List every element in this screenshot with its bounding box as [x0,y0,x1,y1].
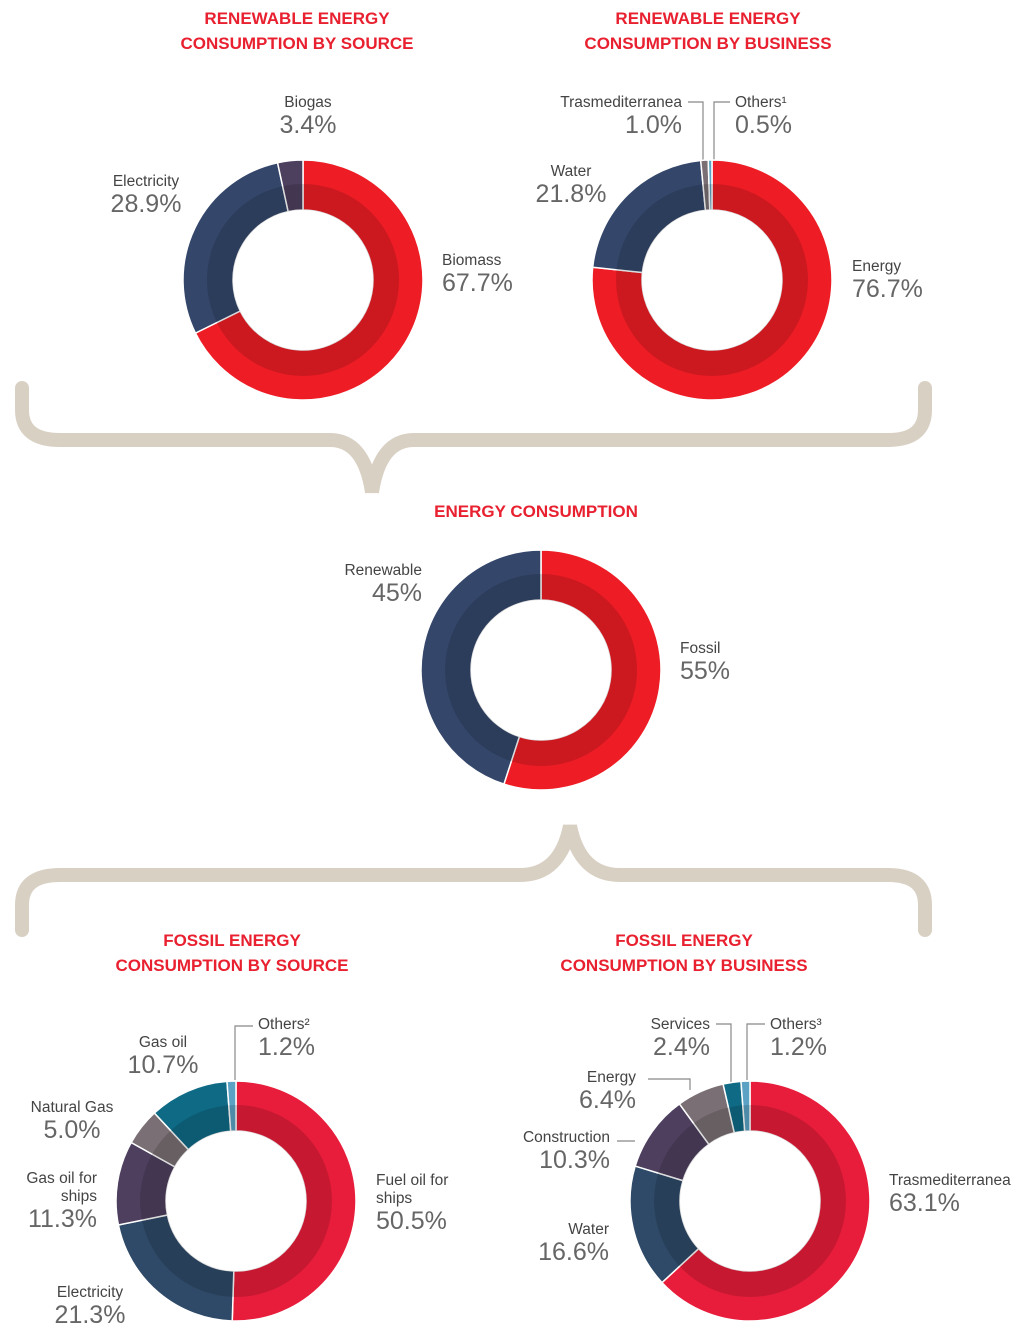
category-name: Renewable [344,562,422,579]
slice-label: Biogas 3.4% [280,94,337,138]
category-name: Energy [852,258,902,275]
value-label: 45% [371,579,422,607]
category-name: Gas oil for ships [26,1170,97,1205]
slice-label: Electricity 28.9% [111,173,182,217]
category-name: Water [568,1221,609,1238]
inner-shade [445,574,637,766]
value-label: 16.6% [538,1238,609,1266]
slice-label: Water 16.6% [538,1221,609,1265]
value-label: 11.3% [27,1205,97,1233]
category-name: Others³ [770,1016,822,1033]
value-label: 10.3% [539,1146,610,1174]
category-name: Water [550,163,592,180]
category-name: Fossil [680,640,721,657]
leader-line [688,101,704,160]
category-name: Energy [586,1069,636,1086]
value-label: 5.0% [43,1116,101,1144]
slice-label: Electricity 21.3% [55,1284,126,1328]
category-name: Electricity [56,1284,124,1301]
slice-label: Others¹ 0.5% [735,94,792,138]
slice-label: Services 2.4% [651,1016,710,1060]
value-label: 1.2% [258,1033,315,1061]
inner-shade [654,1105,846,1297]
slice-label: Natural Gas 5.0% [31,1099,114,1143]
chart-title: RENEWABLE ENERGY CONSUMPTION BY BUSINESS [584,9,832,53]
braces [15,381,932,937]
value-label: 28.9% [110,190,182,218]
leader-line [648,1078,691,1090]
value-label: 76.7% [852,275,923,303]
chart-title: RENEWABLE ENERGY CONSUMPTION BY SOURCE [180,9,414,53]
value-label: 2.4% [653,1033,710,1061]
donut-slice [740,1080,751,1133]
category-name: Electricity [112,173,180,190]
category-name: Biogas [284,94,332,111]
slice-label: Fuel oil for ships 50.5% [376,1172,448,1234]
slice-label: Energy 76.7% [852,258,923,302]
category-name: Natural Gas [30,1099,114,1116]
category-name: Trasmediterranea [560,94,682,111]
category-name: Construction [522,1129,610,1146]
slice-label: Energy 6.4% [579,1069,636,1113]
donut-slice [276,159,304,213]
value-label: 1.0% [625,111,682,139]
slice-label: Others³ 1.2% [770,1016,827,1060]
category-name: Services [650,1016,710,1033]
donut-slice [194,159,424,401]
value-label: 21.8% [535,180,607,208]
slice-label: Water 21.8% [536,163,607,207]
donut-slice [707,159,713,211]
category-name: Others² [258,1016,310,1033]
leader-line [234,1025,253,1080]
donut-slice [420,549,542,786]
donut-slice [591,159,833,401]
donut-slice [182,161,290,335]
chart-title: FOSSIL ENERGY CONSUMPTION BY SOURCE [115,931,349,975]
slice-label: Renewable 45% [344,562,422,606]
value-label: 3.4% [279,111,337,139]
leader-line [716,1023,732,1082]
leader-line [713,101,730,160]
donut-slice [502,549,662,791]
value-label: 10.7% [127,1051,199,1079]
inner-shade [616,184,808,376]
donut-slice [226,1080,237,1133]
value-label: 21.3% [54,1301,126,1329]
slice-label: Gas oil for ships 11.3% [26,1170,97,1232]
donut-slice [660,1080,871,1322]
category-name: Trasmediterranea [889,1172,1011,1189]
slice-label: Trasmediterranea 1.0% [560,94,682,138]
value-label: 55% [680,657,731,685]
chart-title: FOSSIL ENERGY CONSUMPTION BY BUSINESS [560,931,808,975]
value-label: 6.4% [579,1086,636,1114]
category-name: Others¹ [735,94,787,111]
leader-line [746,1023,765,1080]
inner-shade [207,184,399,376]
inner-shade [140,1105,332,1297]
leaders [234,101,765,1142]
category-name: Fuel oil for ships [376,1172,449,1207]
slice-label: Trasmediterranea 63.1% [889,1172,1011,1216]
donut-slice [591,159,707,274]
value-label: 50.5% [376,1207,447,1235]
brace [15,824,932,937]
chart-title: ENERGY CONSUMPTION [434,502,638,521]
slice-label: Fossil 55% [680,640,730,684]
slice-label: Biomass 67.7% [442,252,513,296]
slice-label: Gas oil 10.7% [128,1034,199,1078]
value-label: 1.2% [770,1033,827,1061]
value-label: 63.1% [889,1189,960,1217]
slice-label: Others² 1.2% [258,1016,315,1060]
donut-slice [231,1080,357,1322]
value-label: 0.5% [735,111,792,139]
category-name: Biomass [442,252,502,269]
brace [15,381,932,494]
slice-label: Construction 10.3% [523,1129,610,1173]
value-label: 67.7% [442,269,513,297]
category-name: Gas oil [138,1034,188,1051]
